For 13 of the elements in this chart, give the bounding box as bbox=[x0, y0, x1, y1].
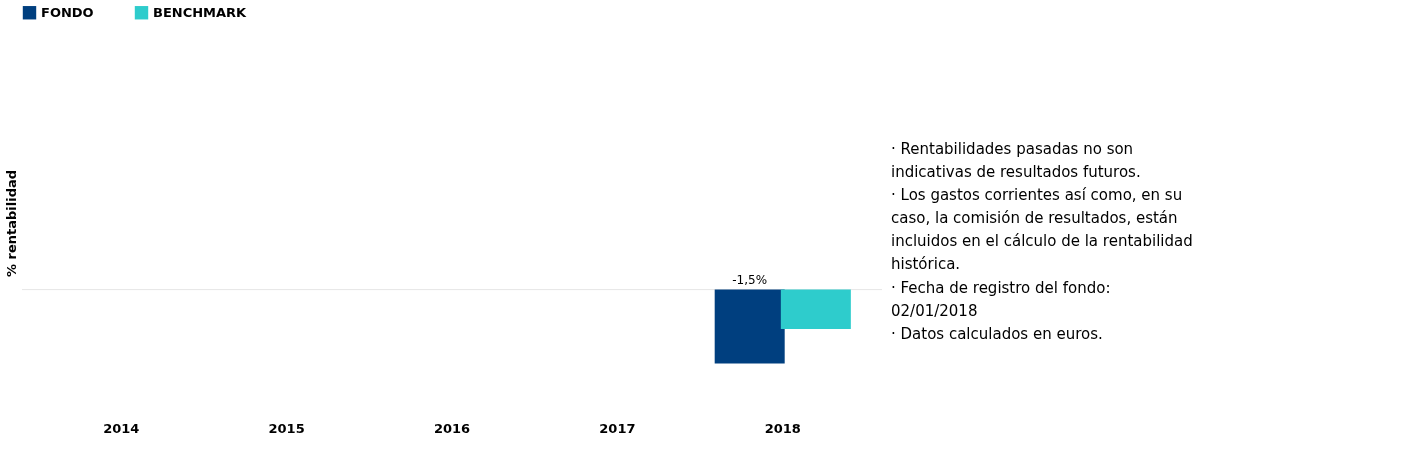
legend-label: FONDO bbox=[41, 4, 94, 20]
text: · Datos calculados en euros. bbox=[891, 325, 1103, 344]
data-label: -1,5% bbox=[732, 272, 768, 287]
legend-label: BENCHMARK bbox=[153, 4, 248, 20]
x-tick-label: 2017 bbox=[599, 420, 636, 436]
y-axis-title: % rentabilidad bbox=[3, 169, 19, 278]
x-tick-label: 2015 bbox=[268, 420, 305, 436]
text: · Los gastos corrientes así como, en su caso, la comisión de resultados, están incluidos en el cálculo de la rentabilidad histórica. bbox=[891, 186, 1193, 274]
x-tick-label: 2018 bbox=[764, 420, 801, 436]
x-tick-label: 2014 bbox=[103, 420, 140, 436]
text: · Fecha de registro del fondo: 02/01/2018 bbox=[891, 278, 1111, 320]
text: · Rentabilidades pasadas no son indicativas de resultados futuros. bbox=[891, 140, 1141, 182]
x-tick-label: 2016 bbox=[433, 420, 471, 436]
